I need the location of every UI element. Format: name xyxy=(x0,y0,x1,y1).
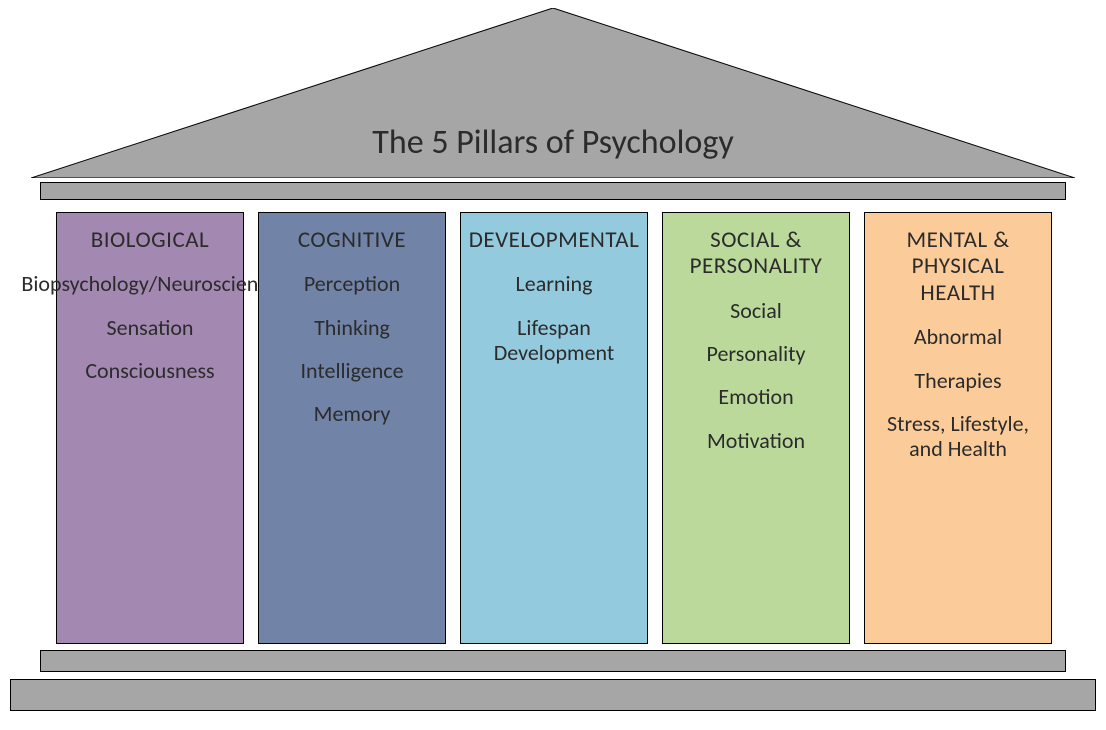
pillar-heading: MENTAL & PHYSICAL HEALTH xyxy=(873,227,1043,306)
pillar-1: BIOLOGICALBiopsychology/NeuroscienceSens… xyxy=(56,212,244,644)
pillar-topic: Intelligence xyxy=(300,358,403,383)
pillar-heading: SOCIAL & PERSONALITY xyxy=(671,227,841,280)
pillar-topic: Learning xyxy=(516,271,593,296)
pillar-topic: Motivation xyxy=(707,428,805,453)
main-title: The 5 Pillars of Psychology xyxy=(372,122,733,163)
pillar-topic: Thinking xyxy=(314,315,390,340)
base-step-upper xyxy=(40,650,1066,672)
pillar-heading: COGNITIVE xyxy=(298,227,406,253)
pillar-2: COGNITIVE Perception Thinking Intelligence M… xyxy=(258,212,446,644)
pillar-5: MENTAL & PHYSICAL HEALTH Abnormal Therapie… xyxy=(864,212,1052,644)
base-step-lower xyxy=(10,679,1096,711)
pillar-3: DEVELOPMENTAL Learning Lifespan Developmen… xyxy=(460,212,648,644)
diagram-stage: The 5 Pillars of Psychology BIOLOGICALBi… xyxy=(0,0,1106,730)
pillar-topic: Biopsychology/Neuroscience xyxy=(21,271,278,296)
pillar-topic: Stress, Lifestyle, and Health xyxy=(873,411,1043,462)
pillar-4: SOCIAL & PERSONALITY Social Personality Emo… xyxy=(662,212,850,644)
pillar-topic: Perception xyxy=(304,271,400,296)
pillar-heading: DEVELOPMENTAL xyxy=(469,227,640,253)
pillar-topic: Therapies xyxy=(914,368,1001,393)
pillar-heading: BIOLOGICAL xyxy=(91,227,209,253)
pillar-topic: Consciousness xyxy=(85,358,214,383)
pillar-topic: Memory xyxy=(314,401,391,426)
pillar-topic: Sensation xyxy=(107,315,194,340)
pillars-row: BIOLOGICALBiopsychology/NeuroscienceSens… xyxy=(56,212,1052,644)
pillar-topic: Emotion xyxy=(718,384,793,409)
pillar-topic: Social xyxy=(730,298,782,323)
pillar-topic: Personality xyxy=(707,341,806,366)
pillar-topic: Abnormal xyxy=(914,324,1002,349)
entablature-bar xyxy=(40,182,1066,200)
pillar-topic: Lifespan Development xyxy=(469,315,639,366)
